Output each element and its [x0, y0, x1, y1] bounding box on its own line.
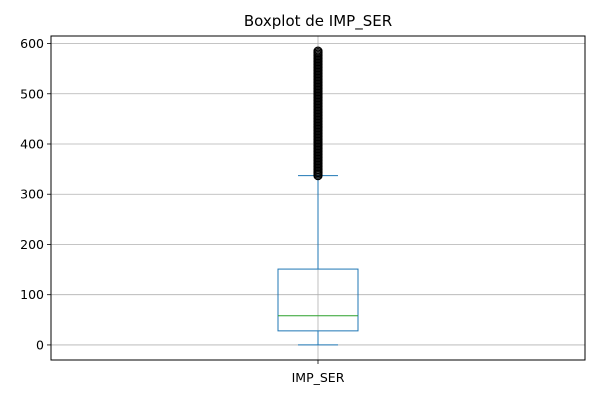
iqr-box — [277, 268, 359, 332]
y-tick-label: 600 — [20, 36, 44, 51]
x-tick-label: IMP_SER — [292, 370, 345, 385]
y-tick-label: 400 — [20, 137, 44, 152]
y-tick-label: 100 — [20, 287, 44, 302]
y-tick-label: 0 — [36, 337, 44, 352]
x-axis-ticks: IMP_SER — [292, 360, 345, 385]
chart-title: Boxplot de IMP_SER — [244, 12, 392, 31]
y-tick-label: 300 — [20, 187, 44, 202]
y-tick-label: 200 — [20, 237, 44, 252]
plot-frame — [50, 35, 586, 361]
outlier-point — [313, 46, 323, 56]
y-tick-label: 500 — [20, 86, 44, 101]
box-group — [277, 46, 359, 346]
y-axis-ticks: 0 100 200 300 400 500 600 — [20, 36, 51, 352]
